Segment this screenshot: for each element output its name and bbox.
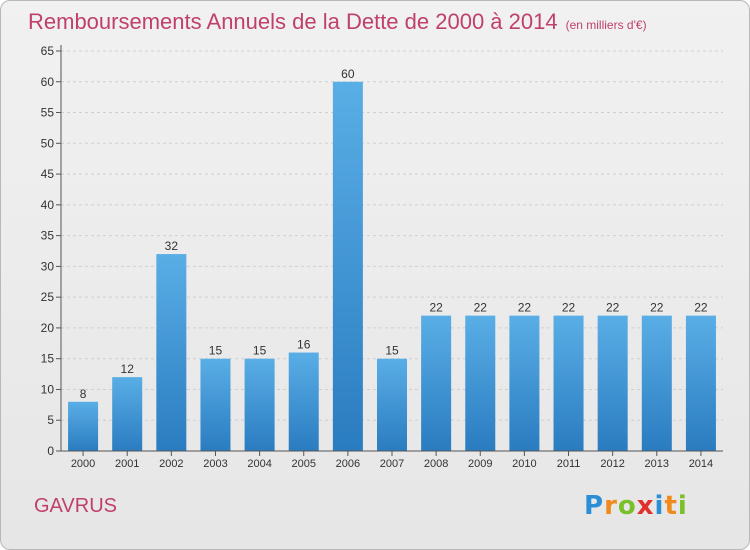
logo-letter: i bbox=[677, 491, 688, 521]
bar bbox=[685, 315, 716, 451]
bar-value-label: 22 bbox=[518, 301, 532, 315]
logo-letter: P bbox=[584, 491, 605, 521]
y-tick-label: 50 bbox=[41, 136, 55, 150]
bar bbox=[156, 254, 187, 451]
bar bbox=[288, 352, 319, 451]
y-tick-label: 60 bbox=[41, 75, 55, 89]
y-tick-label: 5 bbox=[47, 413, 54, 427]
x-tick-label: 2000 bbox=[71, 458, 95, 470]
town-name: GAVRUS bbox=[34, 495, 117, 517]
x-tick-label: 2009 bbox=[468, 458, 492, 470]
y-tick-label: 20 bbox=[41, 321, 55, 335]
bar bbox=[112, 377, 143, 451]
bar-value-label: 22 bbox=[474, 301, 488, 315]
proxiti-logo: Proxiti bbox=[584, 491, 688, 521]
x-tick-label: 2006 bbox=[336, 458, 360, 470]
bar-value-label: 32 bbox=[165, 239, 179, 253]
x-tick-label: 2011 bbox=[557, 458, 581, 470]
bar bbox=[244, 358, 275, 451]
logo-letter: x bbox=[636, 491, 655, 521]
y-tick-label: 35 bbox=[41, 229, 55, 243]
bar-value-label: 15 bbox=[253, 344, 267, 358]
x-tick-label: 2013 bbox=[645, 458, 669, 470]
title-text: Remboursements Annuels de la Dette de 20… bbox=[28, 9, 558, 34]
bars: 8 12 32 15 15 16 60 15 22 22 22 22 22 22 22 bbox=[68, 67, 716, 452]
x-tick-label: 2003 bbox=[203, 458, 227, 470]
x-tick-label: 2012 bbox=[600, 458, 624, 470]
bar bbox=[200, 358, 231, 451]
y-tick-label: 25 bbox=[41, 290, 55, 304]
x-tick-label: 2008 bbox=[424, 458, 448, 470]
chart-title: Remboursements Annuels de la Dette de 20… bbox=[28, 9, 647, 35]
bar-value-label: 22 bbox=[562, 301, 576, 315]
y-tick-label: 55 bbox=[41, 106, 55, 120]
bar bbox=[465, 315, 496, 451]
bar bbox=[641, 315, 672, 451]
x-tick-label: 2004 bbox=[247, 458, 271, 470]
bar bbox=[509, 315, 540, 451]
bar bbox=[597, 315, 628, 451]
bar-value-label: 15 bbox=[385, 344, 399, 358]
logo-letter: o bbox=[617, 491, 637, 521]
y-tick-label: 40 bbox=[41, 198, 55, 212]
y-tick-label: 0 bbox=[47, 444, 54, 458]
bar bbox=[376, 358, 408, 451]
y-tick-label: 10 bbox=[41, 382, 55, 396]
bar-value-label: 60 bbox=[341, 67, 355, 81]
bar-value-label: 22 bbox=[650, 301, 664, 315]
logo-letter: r bbox=[604, 491, 618, 521]
y-tick-label: 15 bbox=[41, 352, 55, 366]
y-tick-label: 30 bbox=[41, 259, 55, 273]
bar-value-label: 12 bbox=[121, 362, 135, 376]
bar-value-label: 8 bbox=[80, 387, 87, 401]
title-unit: (en milliers d'€) bbox=[565, 18, 647, 32]
bar-value-label: 22 bbox=[429, 301, 443, 315]
x-tick-label: 2007 bbox=[380, 458, 404, 470]
axes: 0 5 10 15 20 25 30 35 40 45 50 55 60 65 2000 2001 2002 20… bbox=[41, 44, 723, 470]
y-tick-label: 45 bbox=[41, 167, 55, 181]
y-tick-label: 65 bbox=[41, 44, 55, 58]
x-tick-label: 2014 bbox=[689, 458, 713, 470]
logo-letter: i bbox=[654, 491, 665, 521]
bar bbox=[421, 315, 452, 451]
bar-value-label: 15 bbox=[209, 344, 223, 358]
x-tick-label: 2002 bbox=[159, 458, 183, 470]
x-tick-label: 2010 bbox=[512, 458, 536, 470]
x-tick-label: 2001 bbox=[115, 458, 139, 470]
bar bbox=[332, 81, 363, 452]
bar bbox=[68, 401, 99, 451]
bar-value-label: 22 bbox=[694, 301, 708, 315]
logo-letter: t bbox=[664, 491, 678, 521]
x-tick-label: 2005 bbox=[291, 458, 315, 470]
bar-value-label: 22 bbox=[606, 301, 620, 315]
bar bbox=[553, 315, 584, 451]
bar-value-label: 16 bbox=[297, 338, 311, 352]
